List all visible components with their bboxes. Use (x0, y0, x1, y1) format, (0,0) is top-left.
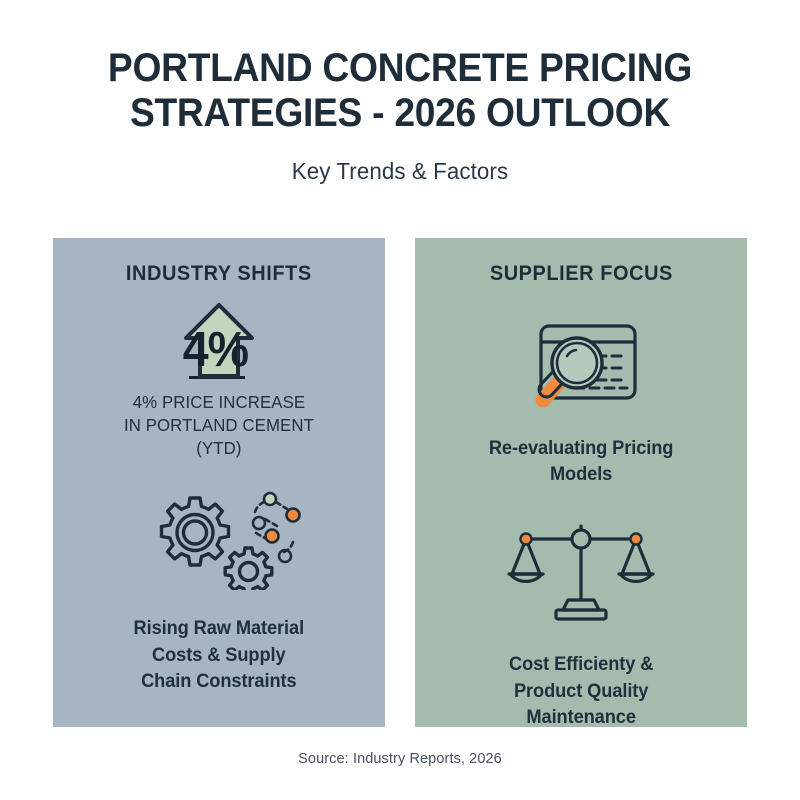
document-magnifier-icon (519, 316, 643, 420)
panel-container: INDUSTRY SHIFTS 4% 4% PRICE INCREASE IN … (53, 238, 747, 728)
page-subtitle: Key Trends & Factors (291, 158, 509, 185)
page-title: PORTLAND CONCRETE PRICING STRATEGIES - 2… (107, 46, 693, 136)
stat-highlight: 4% (149, 300, 289, 382)
up-arrow-icon (182, 300, 256, 387)
item-caption-cost-efficiency: Cost Efficienty & Product Quality Mainte… (508, 654, 654, 728)
gears-supply-chain-icon (135, 486, 303, 591)
balance-scales-icon (506, 522, 656, 622)
panel-supplier-focus: SUPPLIER FOCUS (415, 238, 747, 728)
header: PORTLAND CONCRETE PRICING STRATEGIES - 2… (0, 0, 800, 185)
source-note: Source: Industry Reports, 2026 (298, 751, 502, 767)
panel-title-supplier-focus: SUPPLIER FOCUS (489, 262, 673, 285)
item-caption-pricing-models: Re-evaluating Pricing Models (488, 438, 674, 486)
panel-title-industry-shifts: INDUSTRY SHIFTS (126, 262, 312, 285)
stat-caption: 4% PRICE INCREASE IN PORTLAND CEMENT (YT… (124, 392, 314, 459)
stat-value: 4% (182, 323, 248, 378)
panel-industry-shifts: INDUSTRY SHIFTS 4% 4% PRICE INCREASE IN … (53, 238, 385, 727)
item-caption-supply-chain: Rising Raw Material Costs & Supply Chain… (133, 618, 305, 692)
